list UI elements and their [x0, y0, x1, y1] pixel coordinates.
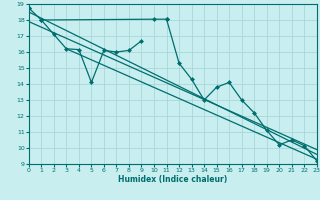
X-axis label: Humidex (Indice chaleur): Humidex (Indice chaleur) — [118, 175, 228, 184]
